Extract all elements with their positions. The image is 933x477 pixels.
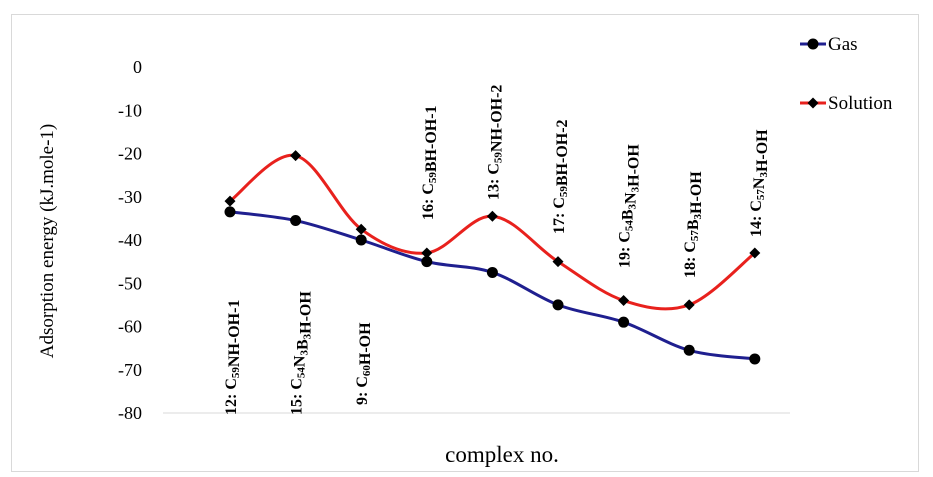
data-point-solution bbox=[683, 299, 695, 311]
data-point-gas bbox=[290, 215, 302, 227]
series-gas bbox=[224, 206, 761, 365]
data-point-gas bbox=[552, 299, 564, 311]
data-point-solution bbox=[618, 295, 630, 307]
category-label: 17: C59BH-OH-2 bbox=[551, 119, 571, 234]
data-point-gas bbox=[683, 344, 695, 356]
data-point-gas bbox=[355, 234, 367, 246]
legend-item-gas: Gas bbox=[800, 34, 858, 55]
y-tick-label: -80 bbox=[118, 403, 142, 423]
series-solution bbox=[224, 150, 761, 311]
legend-item-solution: Solution bbox=[800, 93, 893, 114]
y-tick-label: -20 bbox=[118, 144, 142, 164]
data-point-solution bbox=[290, 150, 302, 162]
legend-marker-gas bbox=[807, 38, 819, 50]
data-point-gas bbox=[749, 353, 761, 365]
x-axis-title: complex no. bbox=[445, 442, 559, 467]
data-point-gas bbox=[486, 266, 498, 278]
chart-frame bbox=[11, 14, 919, 472]
data-point-solution bbox=[552, 256, 564, 268]
y-tick-label: -60 bbox=[118, 317, 142, 337]
data-point-gas bbox=[224, 206, 236, 218]
data-point-solution bbox=[749, 247, 761, 259]
category-label: 15: C54N3B3H-OH bbox=[289, 291, 315, 415]
y-tick-label: -50 bbox=[118, 273, 142, 293]
y-tick-label: -70 bbox=[118, 360, 142, 380]
category-label: 18: C57B3H-OH bbox=[682, 171, 705, 278]
legend-label-solution: Solution bbox=[828, 93, 893, 114]
data-point-gas bbox=[421, 256, 433, 268]
category-label: 12: C59NH-OH-1 bbox=[223, 300, 243, 415]
data-point-gas bbox=[618, 316, 630, 328]
legend-label-gas: Gas bbox=[828, 34, 858, 55]
data-point-solution bbox=[224, 195, 236, 207]
category-label: 14: C57N3H-OH bbox=[748, 129, 771, 237]
y-tick-label: -10 bbox=[118, 100, 142, 120]
category-labels: 12: C59NH-OH-1 15: C54N3B3H-OH 9: C60H-OH 1… bbox=[223, 85, 771, 415]
category-label: 9: C60H-OH bbox=[354, 322, 374, 405]
y-axis-title: Adsorption energy (kJ.mole-1) bbox=[37, 124, 58, 358]
y-tick-label: 0 bbox=[133, 57, 142, 77]
data-point-solution bbox=[486, 210, 498, 222]
category-label: 13: C59NH-OH-2 bbox=[485, 85, 505, 200]
y-axis: 0 -10 -20 -30 -40 -50 -60 -70 -80 bbox=[118, 57, 142, 423]
y-tick-label: -40 bbox=[118, 230, 142, 250]
category-label: 19: C54B3N3H-OH bbox=[617, 144, 643, 268]
y-tick-label: -30 bbox=[118, 187, 142, 207]
category-label: 16: C59BH-OH-1 bbox=[420, 105, 440, 220]
data-point-solution bbox=[355, 223, 367, 235]
data-point-solution bbox=[421, 247, 433, 259]
legend-marker-solution bbox=[807, 97, 819, 109]
legend: Gas Solution bbox=[800, 34, 893, 114]
series-layer bbox=[224, 150, 761, 365]
